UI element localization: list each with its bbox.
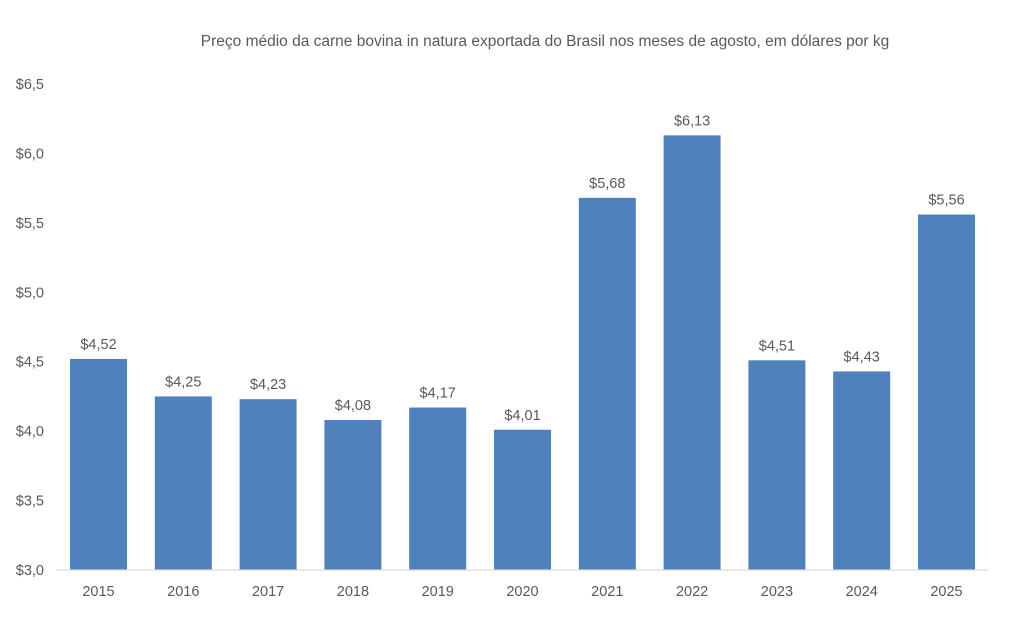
bar-2020 (494, 429, 551, 570)
data-label: $4,52 (80, 337, 116, 353)
y-tick-label: $5,5 (16, 216, 44, 232)
y-tick-label: $6,0 (16, 146, 44, 162)
y-tick-label: $6,5 (16, 77, 44, 93)
data-label: $4,25 (165, 374, 201, 390)
x-tick-label: 2018 (337, 584, 369, 600)
x-tick-label: 2015 (82, 584, 114, 600)
x-tick-label: 2016 (167, 584, 199, 600)
x-tick-label: 2021 (591, 584, 623, 600)
data-label: $4,01 (504, 408, 540, 424)
data-label: $4,17 (420, 386, 456, 402)
bar-2021 (578, 197, 636, 570)
bar-2017 (239, 399, 297, 570)
chart-title: Preço médio da carne bovina in natura ex… (201, 33, 889, 50)
bar-2019 (409, 407, 467, 570)
bar-2018 (324, 420, 382, 570)
x-tick-label: 2023 (761, 584, 793, 600)
bar-2015 (70, 358, 127, 570)
bar-2023 (748, 360, 806, 570)
x-tick-label: 2022 (676, 584, 708, 600)
data-label: $4,23 (250, 377, 286, 393)
data-label: $6,13 (674, 113, 710, 129)
data-label: $5,68 (589, 176, 625, 192)
bar-2025 (918, 214, 975, 571)
bar-2016 (154, 396, 212, 570)
y-tick-label: $3,5 (16, 494, 44, 510)
x-tick-label: 2025 (930, 584, 962, 600)
x-tick-label: 2019 (422, 584, 454, 600)
data-label: $5,56 (928, 193, 964, 209)
y-tick-label: $4,5 (16, 355, 44, 371)
bar-2024 (833, 371, 891, 570)
data-label: $4,51 (759, 338, 795, 354)
x-tick-label: 2020 (506, 584, 538, 600)
y-tick-label: $3,0 (16, 563, 44, 579)
y-tick-label: $5,0 (16, 285, 44, 301)
data-label: $4,08 (335, 398, 371, 414)
x-tick-label: 2017 (252, 584, 284, 600)
data-label: $4,43 (844, 349, 880, 365)
bar-2022 (663, 135, 721, 570)
x-tick-label: 2024 (846, 584, 878, 600)
y-tick-label: $4,0 (16, 424, 44, 440)
